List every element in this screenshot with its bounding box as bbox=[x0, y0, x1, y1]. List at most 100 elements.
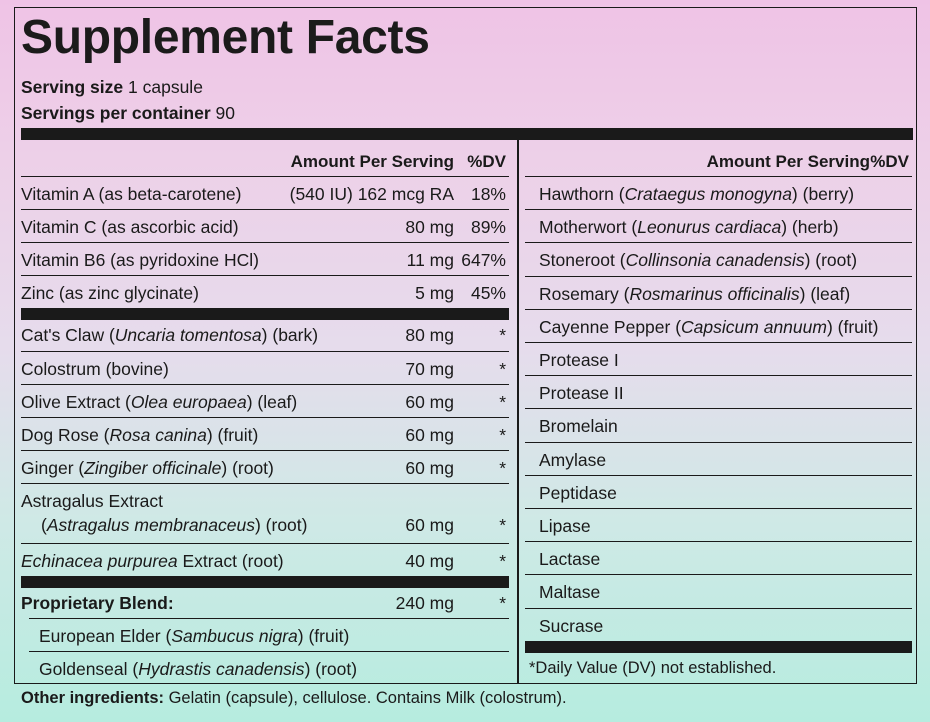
ingredient-name-text: Amylase bbox=[539, 449, 607, 470]
nutrient-row: Stoneroot (Collinsonia canadensis) (root… bbox=[525, 242, 912, 276]
ingredient-name: Sucrase bbox=[539, 615, 604, 636]
ingredient-part: ) (bark) bbox=[261, 325, 319, 345]
ingredient-name-text: Rosemary ( bbox=[539, 283, 630, 304]
amount-per-serving: 60 mg bbox=[405, 425, 454, 445]
ingredient-name: Protease I bbox=[539, 350, 619, 370]
nutrient-row: Lipase bbox=[525, 508, 912, 542]
ingredient-name-text: Astragalus Extract bbox=[21, 491, 163, 511]
nutrient-row: Protease I bbox=[525, 342, 912, 376]
proprietary-blend-label: Proprietary Blend: bbox=[21, 593, 174, 613]
ingredient-name-text: Lactase bbox=[539, 549, 601, 570]
ingredient-name-text: Lipase bbox=[539, 516, 591, 536]
ingredient-latin-name: Uncaria tomentosa bbox=[114, 325, 262, 345]
ingredient-name: Zinc (as zinc glycinate) bbox=[21, 283, 199, 303]
amount-per-serving-header-right: Amount Per Serving bbox=[706, 152, 870, 171]
nutrient-row: Rosemary (Rosmarinus officinalis) (leaf) bbox=[525, 275, 912, 310]
amount-per-serving: 80 mg bbox=[405, 325, 454, 345]
ingredient-name: Vitamin A (as beta-carotene) bbox=[21, 184, 242, 204]
ingredient-part: ) (fruit) bbox=[297, 626, 350, 646]
nutrient-row: Vitamin A (as beta-carotene) (540 IU) 162… bbox=[21, 176, 509, 210]
amount-per-serving: 80 mg bbox=[405, 217, 454, 237]
nutrient-row: Echinacea purpurea Extract (root) 40 mg * bbox=[21, 543, 509, 577]
header-divider-bar bbox=[21, 128, 913, 140]
daily-value: * bbox=[499, 425, 506, 445]
ingredient-name: Vitamin C (as ascorbic acid) bbox=[21, 218, 239, 237]
ingredient-name-text: Stoneroot ( bbox=[539, 250, 626, 271]
nutrient-row: Peptidase bbox=[525, 474, 912, 509]
amount-per-serving: 60 mg bbox=[405, 515, 454, 535]
ingredient-name-text: Sucrase bbox=[539, 615, 604, 636]
ingredient-name: Goldenseal (Hydrastis canadensis) (root) bbox=[39, 659, 358, 679]
ingredient-name: Lactase bbox=[539, 549, 601, 570]
nutrient-row: Astragalus Extract (Astragalus membranace… bbox=[21, 483, 509, 544]
amount-per-serving-header: Amount Per Serving bbox=[290, 152, 454, 171]
ingredient-name-text: Protease I bbox=[539, 350, 619, 370]
ingredient-name: Ginger (Zingiber officinale) (root) bbox=[21, 458, 274, 478]
daily-value: * bbox=[499, 325, 506, 345]
ingredient-latin-name: Astragalus membranaceus bbox=[46, 515, 255, 535]
panel-title: Supplement Facts bbox=[21, 11, 430, 64]
ingredient-name: (Astragalus membranaceus) (root) bbox=[41, 515, 307, 535]
ingredient-name: Echinacea purpurea Extract (root) bbox=[21, 551, 284, 571]
ingredient-latin-name: Capsicum annuum bbox=[681, 316, 827, 337]
blend-ingredient-row: Goldenseal (Hydrastis canadensis) (root) bbox=[29, 651, 509, 685]
ingredient-name: European Elder (Sambucus nigra) (fruit) bbox=[39, 626, 350, 646]
proprietary-blend-row: Proprietary Blend: 240 mg * bbox=[21, 576, 509, 630]
other-ingredients: Other ingredients: Gelatin (capsule), ce… bbox=[21, 690, 567, 707]
ingredient-name: Bromelain bbox=[539, 418, 618, 436]
blend-ingredient-row: European Elder (Sambucus nigra) (fruit) bbox=[29, 618, 509, 652]
supplement-facts-panel: Supplement Facts Serving size 1 capsule … bbox=[14, 7, 917, 684]
ingredient-name: Hawthorn (Crataegus monogyna) (berry) bbox=[539, 184, 854, 204]
amount-per-serving: 40 mg bbox=[405, 551, 454, 571]
ingredient-name-text: Hawthorn ( bbox=[539, 184, 625, 204]
ingredient-name-text: Goldenseal ( bbox=[39, 659, 139, 679]
ingredient-latin-name: Collinsonia canadensis bbox=[625, 250, 805, 271]
servings-per-container: Servings per container 90 bbox=[21, 103, 235, 123]
ingredient-latin-name: Hydrastis canadensis bbox=[138, 659, 305, 679]
servings-value: 90 bbox=[215, 103, 235, 123]
nutrient-row: Maltase bbox=[525, 574, 912, 608]
ingredient-part: ) (herb) bbox=[781, 217, 839, 238]
amount-per-serving: 60 mg bbox=[405, 458, 454, 478]
ingredient-part: ) (fruit) bbox=[826, 316, 879, 337]
nutrient-row: Motherwort (Leonurus cardiaca) (herb) bbox=[525, 209, 912, 243]
ingredient-name: Maltase bbox=[539, 584, 600, 602]
dv-header: %DV bbox=[467, 152, 506, 171]
ingredient-part: ) (root) bbox=[804, 250, 858, 271]
ingredient-latin-name: Echinacea purpurea bbox=[21, 551, 178, 571]
ingredient-latin-name: Rosa canina bbox=[109, 425, 207, 445]
daily-value: * bbox=[499, 458, 506, 478]
serving-size-label: Serving size bbox=[21, 77, 124, 97]
ingredient-name-text: Colostrum (bovine) bbox=[21, 359, 169, 379]
daily-value: 89% bbox=[470, 217, 506, 237]
ingredient-name-text: Protease II bbox=[539, 383, 624, 404]
nutrient-row: Lactase bbox=[525, 541, 912, 575]
nutrient-row: Amylase bbox=[525, 441, 912, 476]
ingredient-name: Protease II bbox=[539, 383, 624, 404]
nutrient-row: Cayenne Pepper (Capsicum annuum) (fruit) bbox=[525, 308, 912, 343]
other-ingredients-label: Other ingredients: bbox=[21, 689, 165, 707]
servings-label: Servings per container bbox=[21, 103, 211, 123]
ingredient-name-text: Vitamin B6 (as pyridoxine HCl) bbox=[21, 250, 259, 270]
ingredient-part: ) (leaf) bbox=[246, 392, 298, 412]
serving-size: Serving size 1 capsule bbox=[21, 77, 203, 97]
daily-value-footnote: *Daily Value (DV) not established. bbox=[529, 659, 777, 677]
ingredient-name: Cat's Claw (Uncaria tomentosa) (bark) bbox=[21, 325, 319, 345]
nutrient-row: Cat's Claw (Uncaria tomentosa) (bark) 80 … bbox=[21, 308, 509, 363]
nutrient-row: Hawthorn (Crataegus monogyna) (berry) bbox=[525, 176, 912, 210]
nutrient-row: Vitamin C (as ascorbic acid) 80 mg 89% bbox=[21, 209, 509, 243]
ingredient-name: Dog Rose (Rosa canina) (fruit) bbox=[21, 425, 258, 445]
amount-per-serving: 11 mg bbox=[406, 250, 454, 270]
nutrient-row: Olive Extract (Olea europaea) (leaf) 60 m… bbox=[21, 384, 509, 418]
ingredient-name-text: Zinc (as zinc glycinate) bbox=[21, 283, 199, 303]
nutrient-row: Colostrum (bovine) 70 mg * bbox=[21, 351, 509, 385]
ingredient-name-text: Cat's Claw ( bbox=[21, 325, 115, 345]
ingredient-name-text: Ginger ( bbox=[21, 458, 85, 478]
nutrient-row: Ginger (Zingiber officinale) (root) 60 mg… bbox=[21, 450, 509, 484]
daily-value: 18% bbox=[470, 184, 506, 204]
ingredient-name-text: Vitamin A (as beta-carotene) bbox=[21, 184, 242, 204]
ingredient-part: ) (root) bbox=[304, 659, 358, 679]
ingredient-name: Astragalus Extract bbox=[21, 491, 163, 511]
nutrient-row: Vitamin B6 (as pyridoxine HCl) 11 mg 647% bbox=[21, 242, 509, 276]
ingredient-latin-name: Sambucus nigra bbox=[171, 626, 298, 646]
